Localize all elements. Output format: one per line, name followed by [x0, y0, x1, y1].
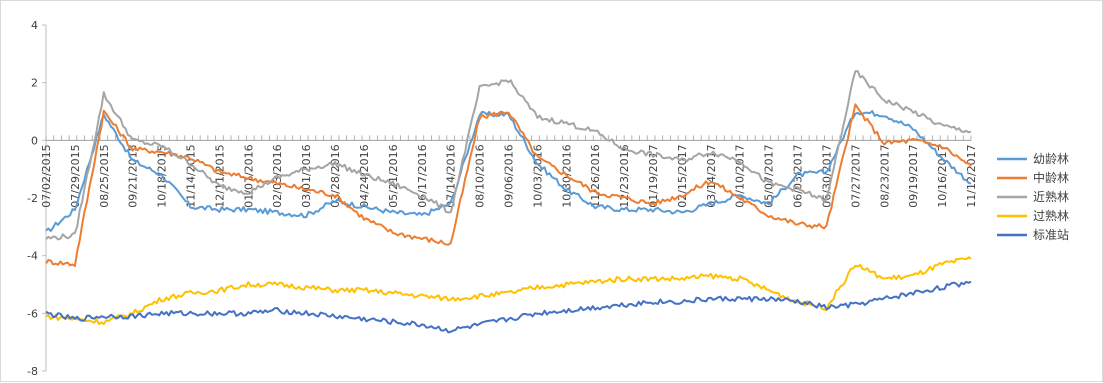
x-tick-label: 08/25/2015: [98, 144, 111, 207]
x-tick-labels: 07/02/2015 07/29/2015 08/25/2015 09/21/2015…: [40, 144, 978, 207]
legend-label: 过熟林: [1033, 208, 1069, 223]
x-tick-label: 08/23/2017: [878, 144, 891, 207]
x-tick-label: 05/07/2017: [763, 144, 776, 207]
series-line-3: [45, 70, 972, 241]
x-tick-label: 05/21/2016: [387, 144, 400, 207]
x-tick-label: 08/10/2016: [474, 144, 487, 207]
y-tick-label: 0: [31, 134, 38, 147]
x-tick-label: 12/11/2015: [213, 144, 226, 207]
x-tick-label: 10/16/2017: [936, 144, 949, 207]
y-tick-label: 4: [31, 19, 38, 32]
series-line-2: [45, 103, 972, 267]
x-tick-label: 11/14/2015: [185, 144, 198, 207]
y-tick-labels: 4 2 0 -2 -4 -6 -8: [27, 19, 46, 378]
x-tick-label: 07/27/2017: [849, 144, 862, 207]
x-tick-label: 06/30/2017: [820, 144, 833, 207]
x-tick-label: 11/26/2016: [589, 144, 602, 207]
legend-label: 标准站: [1033, 228, 1069, 242]
x-tick-label: 10/03/2016: [531, 144, 544, 207]
y-tick-label: -2: [27, 192, 38, 205]
series-line-5: [45, 280, 972, 334]
y-tick-label: -8: [27, 365, 38, 378]
x-tick-label: 02/15/2017: [676, 144, 689, 207]
x-tick-label: 01/07/2016: [242, 144, 255, 207]
legend-label: 幼龄林: [1033, 152, 1069, 166]
y-tick-label: -6: [27, 307, 38, 320]
x-tick-label: 03/28/2016: [329, 144, 342, 207]
x-tick-label: 09/06/2016: [503, 144, 516, 207]
x-tick-label: 03/01/2016: [300, 144, 313, 207]
y-tick-label: -4: [27, 250, 38, 263]
x-tick-label: 07/29/2015: [69, 144, 82, 207]
y-tick-label: 2: [31, 77, 38, 90]
series-line-4: [45, 256, 972, 325]
x-tick-label: 03/14/2017: [705, 144, 718, 207]
legend-label: 中龄林: [1033, 170, 1069, 185]
x-tick-label: 12/23/2016: [618, 144, 631, 207]
x-tick-label: 01/19/2017: [647, 144, 660, 207]
x-tick-label: 06/17/2016: [416, 144, 429, 207]
x-tick-label: 09/19/2017: [907, 144, 920, 207]
series-lines: [45, 70, 972, 334]
legend-label: 近熟林: [1033, 189, 1069, 204]
x-tick-label: 07/02/2015: [40, 144, 53, 207]
x-tick-label: 11/12/2017: [965, 144, 978, 207]
x-tick-label: 06/03/2017: [792, 144, 805, 207]
